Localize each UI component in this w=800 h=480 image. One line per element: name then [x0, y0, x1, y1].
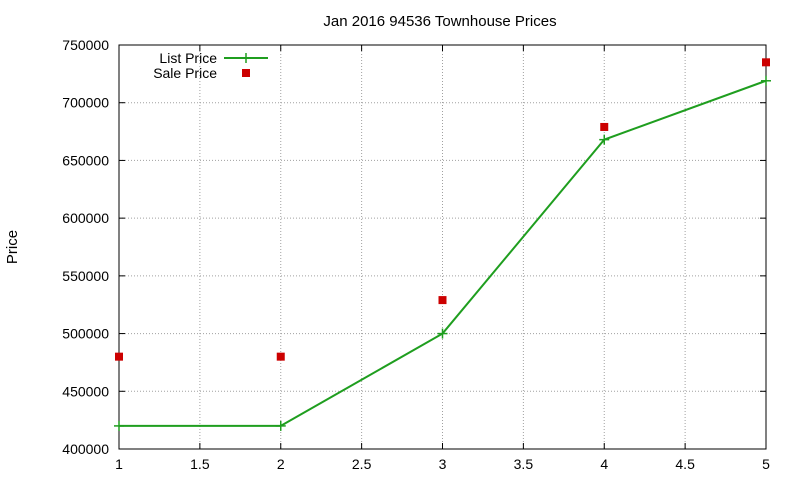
series	[114, 58, 771, 431]
legend-marker	[242, 69, 250, 77]
x-tick-label: 1.5	[190, 456, 210, 472]
ticks: 1 1.5 2 2.5 3 3.5 4 4.5 5 400000 450000 500000 55000…	[62, 37, 770, 472]
data-point	[114, 420, 124, 431]
series-1	[115, 58, 770, 361]
data-point	[276, 352, 285, 361]
x-tick-label: 5	[762, 456, 770, 472]
y-tick-label: 450000	[62, 383, 109, 399]
x-tick-label: 3	[439, 456, 447, 472]
y-tick-label: 400000	[62, 441, 109, 457]
data-point	[115, 352, 123, 361]
series-0	[114, 75, 771, 431]
chart-title: Jan 2016 94536 Townhouse Prices	[323, 13, 556, 30]
y-axis-label: Price	[4, 230, 21, 264]
x-tick-label: 4.5	[675, 456, 695, 472]
data-point	[600, 122, 609, 131]
x-tick-label: 2	[277, 456, 285, 472]
legend-label: List Price	[159, 50, 217, 66]
data-point	[761, 75, 771, 86]
data-point	[437, 328, 448, 339]
grid	[119, 45, 766, 449]
data-point	[599, 134, 610, 145]
x-tick-label: 4	[600, 456, 608, 472]
legend-label: Sale Price	[153, 65, 217, 81]
y-tick-label: 650000	[62, 152, 109, 168]
x-tick-label: 2.5	[352, 456, 372, 472]
x-tick-label: 1	[115, 456, 123, 472]
y-tick-label: 500000	[62, 326, 109, 342]
y-tick-label: 750000	[62, 37, 109, 53]
y-tick-label: 700000	[62, 95, 109, 111]
data-point	[762, 58, 770, 67]
x-tick-label: 3.5	[514, 456, 534, 472]
data-point	[275, 420, 286, 431]
y-tick-label: 550000	[62, 268, 109, 284]
legend-marker	[241, 53, 251, 63]
y-tick-label: 600000	[62, 210, 109, 226]
data-point	[438, 296, 447, 305]
